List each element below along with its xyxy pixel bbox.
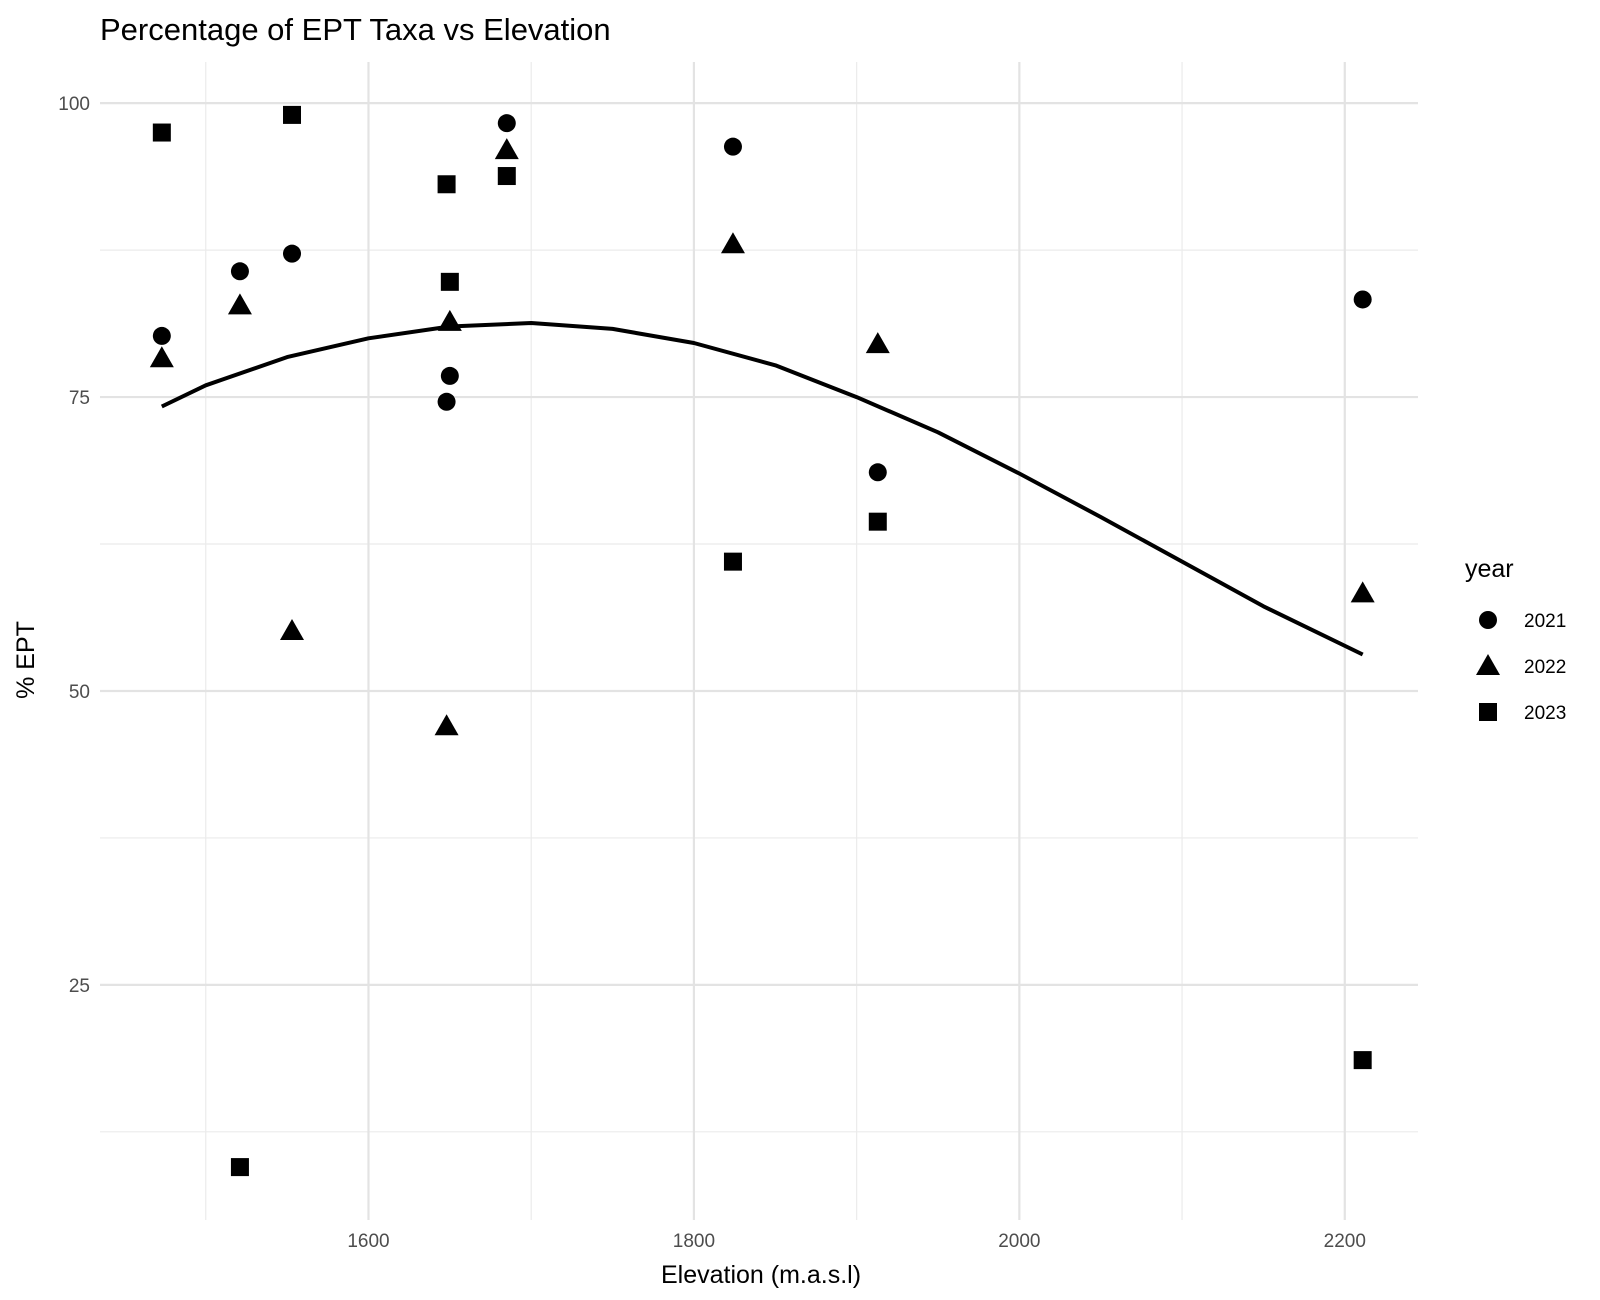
point-square-2023 [283,105,302,124]
point-circle-2021 [868,463,887,482]
x-tick-label: 1600 [347,1231,389,1252]
point-circle-2021 [1353,290,1372,309]
point-triangle-2022 [720,232,745,254]
point-triangle-2022 [434,714,459,736]
y-tick-label: 100 [58,94,90,115]
x-tick-label: 2000 [998,1231,1040,1252]
data-points [149,105,1375,1177]
legend-key-2022 [1476,654,1500,675]
x-axis-ticks: 1600 1800 2000 2200 [347,1231,1366,1252]
y-tick-label: 25 [69,976,90,997]
x-tick-label: 2200 [1324,1231,1366,1252]
point-circle-2021 [152,326,171,345]
legend: year 2021 2022 2023 [1465,555,1566,724]
point-triangle-2022 [865,332,890,354]
point-triangle-2022 [149,346,174,368]
point-circle-2021 [437,392,456,411]
point-square-2023 [437,175,456,194]
x-tick-label: 1800 [673,1231,715,1252]
legend-label-2022: 2022 [1524,657,1566,678]
point-square-2023 [230,1158,249,1177]
point-triangle-2022 [280,619,305,641]
point-circle-2021 [440,366,459,385]
trend-layer [160,321,1364,657]
point-square-2023 [152,123,171,142]
point-square-2023 [440,272,459,291]
point-square-2023 [723,552,742,571]
y-axis-title: % EPT [12,621,40,699]
point-triangle-2022 [227,293,252,315]
point-square-2023 [868,512,887,531]
point-circle-2021 [283,244,302,263]
trend-line [160,321,1364,657]
legend-title: year [1465,555,1514,583]
x-axis-title: Elevation (m.a.s.l) [661,1261,861,1289]
legend-key-2021 [1479,611,1497,629]
y-axis-ticks: 25 50 75 100 [58,94,90,997]
y-tick-label: 75 [69,388,90,409]
point-circle-2021 [230,262,249,281]
y-tick-label: 50 [69,682,90,703]
point-triangle-2022 [1350,581,1375,603]
chart-title: Percentage of EPT Taxa vs Elevation [100,12,611,47]
point-square-2023 [1353,1051,1372,1070]
point-triangle-2022 [494,138,519,160]
legend-label-2021: 2021 [1524,611,1566,632]
legend-label-2023: 2023 [1524,703,1566,724]
legend-key-2023 [1479,703,1497,721]
grid-lines [100,62,1418,1220]
point-square-2023 [497,167,516,186]
point-triangle-2022 [437,309,462,331]
point-circle-2021 [497,114,516,133]
point-circle-2021 [723,137,742,156]
